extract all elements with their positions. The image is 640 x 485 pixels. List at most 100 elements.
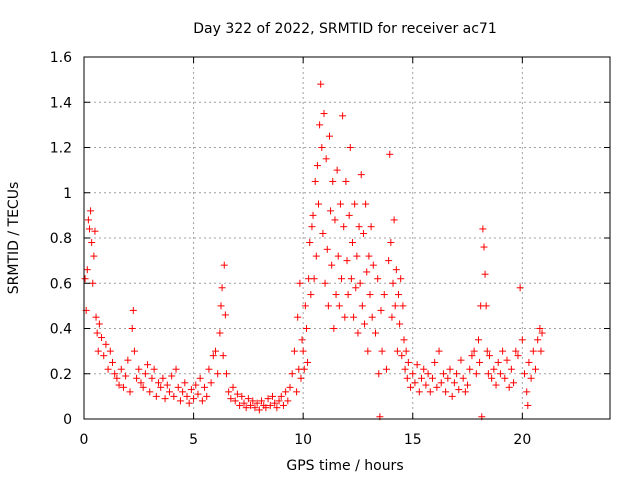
data-point [355, 223, 363, 231]
x-tick-label: 5 [189, 432, 198, 448]
data-point [192, 381, 200, 389]
data-point [389, 279, 397, 287]
data-point [148, 374, 156, 382]
data-point [521, 370, 529, 378]
data-point [363, 268, 371, 276]
data-point [537, 347, 545, 355]
data-point [146, 388, 154, 396]
y-tick-label: 0.4 [50, 322, 72, 338]
data-point [325, 132, 333, 140]
data-point [93, 329, 101, 337]
data-point [343, 257, 351, 265]
data-point [413, 361, 421, 369]
data-point [190, 395, 198, 403]
data-point [382, 365, 390, 373]
data-point [81, 275, 89, 283]
y-tick-label: 1.2 [50, 141, 72, 157]
data-point [453, 370, 461, 378]
data-point [403, 374, 411, 382]
data-point [353, 252, 361, 260]
data-point [219, 352, 227, 360]
data-point [335, 302, 343, 310]
data-point [251, 404, 259, 412]
data-point [415, 388, 423, 396]
data-point [420, 365, 428, 373]
data-point [242, 404, 250, 412]
data-points [81, 80, 546, 421]
data-point [377, 306, 385, 314]
data-point [362, 200, 370, 208]
data-point [424, 370, 432, 378]
data-point [104, 365, 112, 373]
data-point [459, 374, 467, 382]
data-point [102, 340, 110, 348]
data-point [83, 266, 91, 274]
x-tick-label: 10 [294, 432, 312, 448]
data-point [514, 352, 522, 360]
data-point [284, 397, 292, 405]
data-point [220, 261, 228, 269]
data-point [304, 358, 312, 366]
data-point [95, 320, 103, 328]
data-point [321, 279, 329, 287]
data-point [271, 399, 279, 407]
data-point [209, 352, 217, 360]
data-point [411, 379, 419, 387]
data-point [165, 388, 173, 396]
data-point [361, 320, 369, 328]
data-point [336, 200, 344, 208]
data-point [113, 374, 121, 382]
data-point [266, 401, 274, 409]
data-point [512, 347, 520, 355]
data-point [485, 352, 493, 360]
data-point [345, 211, 353, 219]
data-point [300, 365, 308, 373]
data-point [400, 336, 408, 344]
data-point [433, 383, 441, 391]
data-point [518, 336, 526, 344]
data-point [352, 284, 360, 292]
data-point [418, 374, 426, 382]
data-point [482, 302, 490, 310]
data-point [457, 356, 465, 364]
data-point [115, 381, 123, 389]
data-point [172, 365, 180, 373]
data-point [371, 329, 379, 337]
data-point [106, 347, 114, 355]
data-point [318, 144, 326, 151]
data-point [299, 347, 307, 355]
data-point [100, 352, 108, 360]
data-point [89, 279, 97, 287]
data-point [466, 365, 474, 373]
data-point [479, 225, 487, 233]
data-point [297, 374, 305, 382]
data-point [525, 358, 533, 366]
data-point [380, 291, 388, 299]
plot-frame [83, 56, 611, 420]
data-point [135, 365, 143, 373]
data-point [366, 291, 374, 299]
data-point [288, 370, 296, 378]
data-point [402, 347, 410, 355]
data-point [98, 334, 106, 342]
data-point [327, 207, 335, 215]
data-point [359, 229, 367, 237]
data-point [253, 399, 261, 407]
data-point [356, 279, 364, 287]
data-point [404, 358, 412, 366]
data-point [385, 257, 393, 265]
data-point [534, 336, 542, 344]
data-point [488, 374, 496, 382]
data-point [218, 284, 226, 292]
data-point [501, 374, 509, 382]
data-point [176, 397, 184, 405]
data-point [476, 358, 484, 366]
data-point [340, 223, 348, 231]
data-point [450, 379, 458, 387]
data-point [233, 390, 241, 398]
data-point [428, 374, 436, 382]
data-point [294, 313, 302, 321]
y-tick-label: 1.4 [50, 95, 72, 111]
data-point [168, 372, 176, 380]
